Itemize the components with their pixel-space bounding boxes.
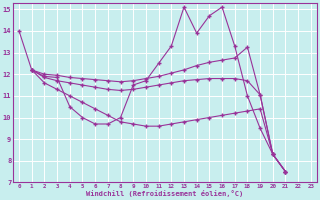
X-axis label: Windchill (Refroidissement éolien,°C): Windchill (Refroidissement éolien,°C) bbox=[86, 190, 244, 197]
